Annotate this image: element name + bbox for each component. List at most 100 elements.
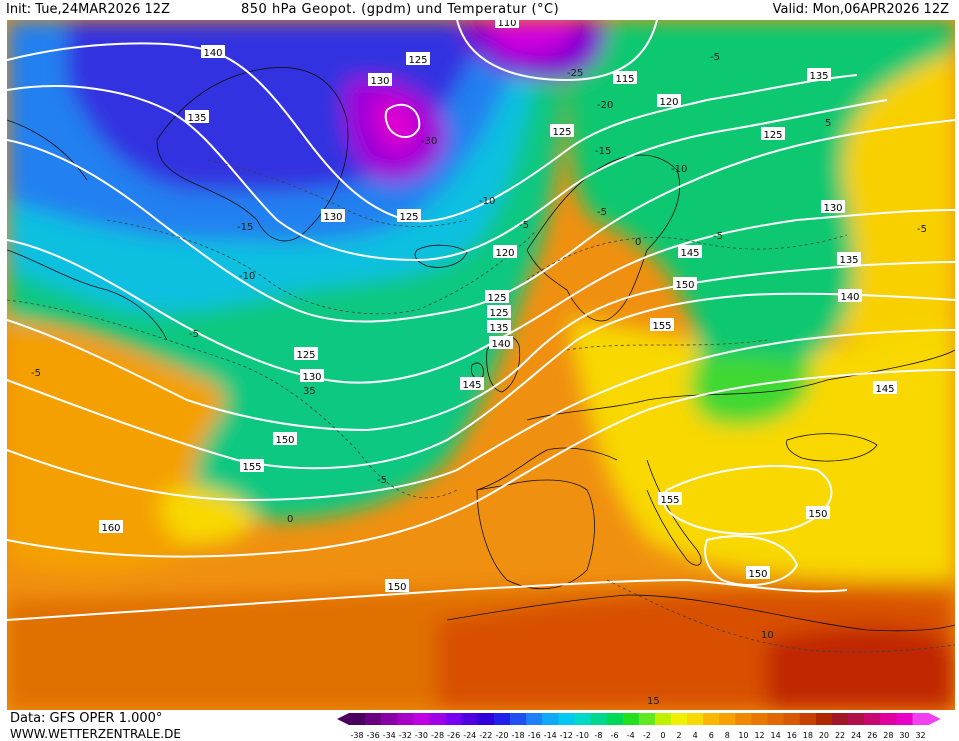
init-time: Init: Tue,24MAR2026 12Z [6,2,170,17]
valid-time: Valid: Mon,06APR2026 12Z [772,2,949,17]
header-bar: Init: Tue,24MAR2026 12Z 850 hPa Geopot. … [0,0,959,20]
geopot-label: 155 [658,492,682,506]
svg-text:130: 130 [823,203,842,214]
legend-swatch [912,713,930,725]
coastlines [7,67,955,632]
geopot-label: 155 [650,318,674,332]
legend-swatch [574,713,591,725]
legend-swatch [413,713,430,725]
legend-tick-label: -20 [495,731,508,740]
legend-tick-label: 16 [787,731,797,740]
svg-text:135: 135 [187,113,206,124]
svg-text:155: 155 [242,462,261,473]
legend-swatch [638,713,656,725]
svg-text:140: 140 [491,339,510,350]
legend-arrow-left [337,713,349,725]
svg-text:130: 130 [370,76,389,87]
site-url[interactable]: WWW.WETTERZENTRALE.DE [10,727,181,741]
geopot-label: 125 [761,127,785,141]
temp-label: 10 [761,630,774,641]
legend-swatch [477,713,495,725]
svg-text:115: 115 [615,74,634,85]
temp-label: -10 [671,164,687,175]
svg-text:120: 120 [495,248,514,259]
temperature-field [7,20,955,710]
legend-tick-label: -4 [627,731,635,740]
legend-tick-label: -8 [595,731,603,740]
svg-text:130: 130 [323,212,342,223]
geopot-label: 145 [460,377,484,391]
legend-tick-label: 12 [754,731,764,740]
temperature-isolines [7,159,955,653]
legend-tick-label: 8 [725,731,730,740]
temp-label: 0 [635,237,641,248]
legend-tick-label: 4 [693,731,698,740]
geopot-label: 150 [746,566,770,580]
legend-swatch [510,713,527,725]
svg-text:145: 145 [462,380,481,391]
svg-text:150: 150 [748,569,767,580]
legend-tick-label: 0 [660,731,665,740]
geopot-label: 125 [550,124,574,138]
legend-tick-label: 14 [771,731,781,740]
geopot-label: 150 [385,579,409,593]
svg-text:125: 125 [296,350,315,361]
legend-swatch [445,713,463,725]
legend-swatch [381,713,398,725]
legend-tick-label: 32 [915,731,925,740]
legend-tick-label: 10 [738,731,748,740]
geopot-label: 130 [821,200,845,214]
legend-swatch [493,713,511,725]
map-svg: 140 135 130 125 125 115 120 125 135 125 … [7,20,955,710]
svg-text:155: 155 [660,495,679,506]
legend-swatch [880,713,897,725]
legend-tick-label: -22 [479,731,492,740]
legend-swatch [783,713,801,725]
geopot-label: 130 [321,209,345,223]
legend-tick-label: -18 [512,731,525,740]
legend-swatch [751,713,769,725]
temp-label: 15 [647,696,660,707]
legend-tick-label: 30 [899,731,909,740]
geopot-label: 120 [493,245,517,259]
temp-label: -5 [713,231,723,242]
legend-swatch [365,713,382,725]
legend-tick-label: -34 [383,731,396,740]
svg-text:135: 135 [489,323,508,334]
temp-label: 35 [303,386,316,397]
legend-swatch [832,713,849,725]
svg-text:125: 125 [763,130,782,141]
svg-text:160: 160 [101,523,120,534]
geopot-label: 130 [300,369,324,383]
geopot-label: 120 [657,94,681,108]
legend-swatch [767,713,785,725]
svg-text:135: 135 [839,255,858,266]
geopot-label: 135 [807,68,831,82]
geopot-label: 125 [487,305,511,319]
map-area: 140 135 130 125 125 115 120 125 135 125 … [7,20,955,710]
legend-ticks: -38 -36 -34 -32 -30 -28 -26 -24 -22 -20 -18 -16 -14-… [351,731,926,740]
geopot-label: 135 [487,320,511,334]
geopot-label: 130 [368,73,392,87]
geopotential-labels: 140 135 130 125 125 115 120 125 135 125 … [99,20,897,593]
legend-swatch [671,713,688,725]
temp-label: -5 [917,224,927,235]
temp-label: 0 [287,514,293,525]
legend-swatch [397,713,414,725]
map-title: 850 hPa Geopot. (gpdm) und Temperatur (°… [241,2,560,17]
temperature-labels: -30 -25 -20 -15 -10 -5 -5 -15 -10 -5 -5 … [31,52,927,707]
geopot-label: 160 [99,520,123,534]
legend-swatch [558,713,575,725]
legend-tick-label: -10 [576,731,589,740]
geopot-label: 125 [397,209,421,223]
svg-text:120: 120 [659,97,678,108]
legend-tick-label: -12 [560,731,573,740]
legend-swatch [590,713,608,725]
legend-tick-label: 20 [819,731,829,740]
legend-tick-label: -28 [431,731,444,740]
legend-tick-label: 2 [677,731,682,740]
temp-label: -25 [567,68,583,79]
temp-label: -5 [710,52,720,63]
legend-swatch [735,713,752,725]
